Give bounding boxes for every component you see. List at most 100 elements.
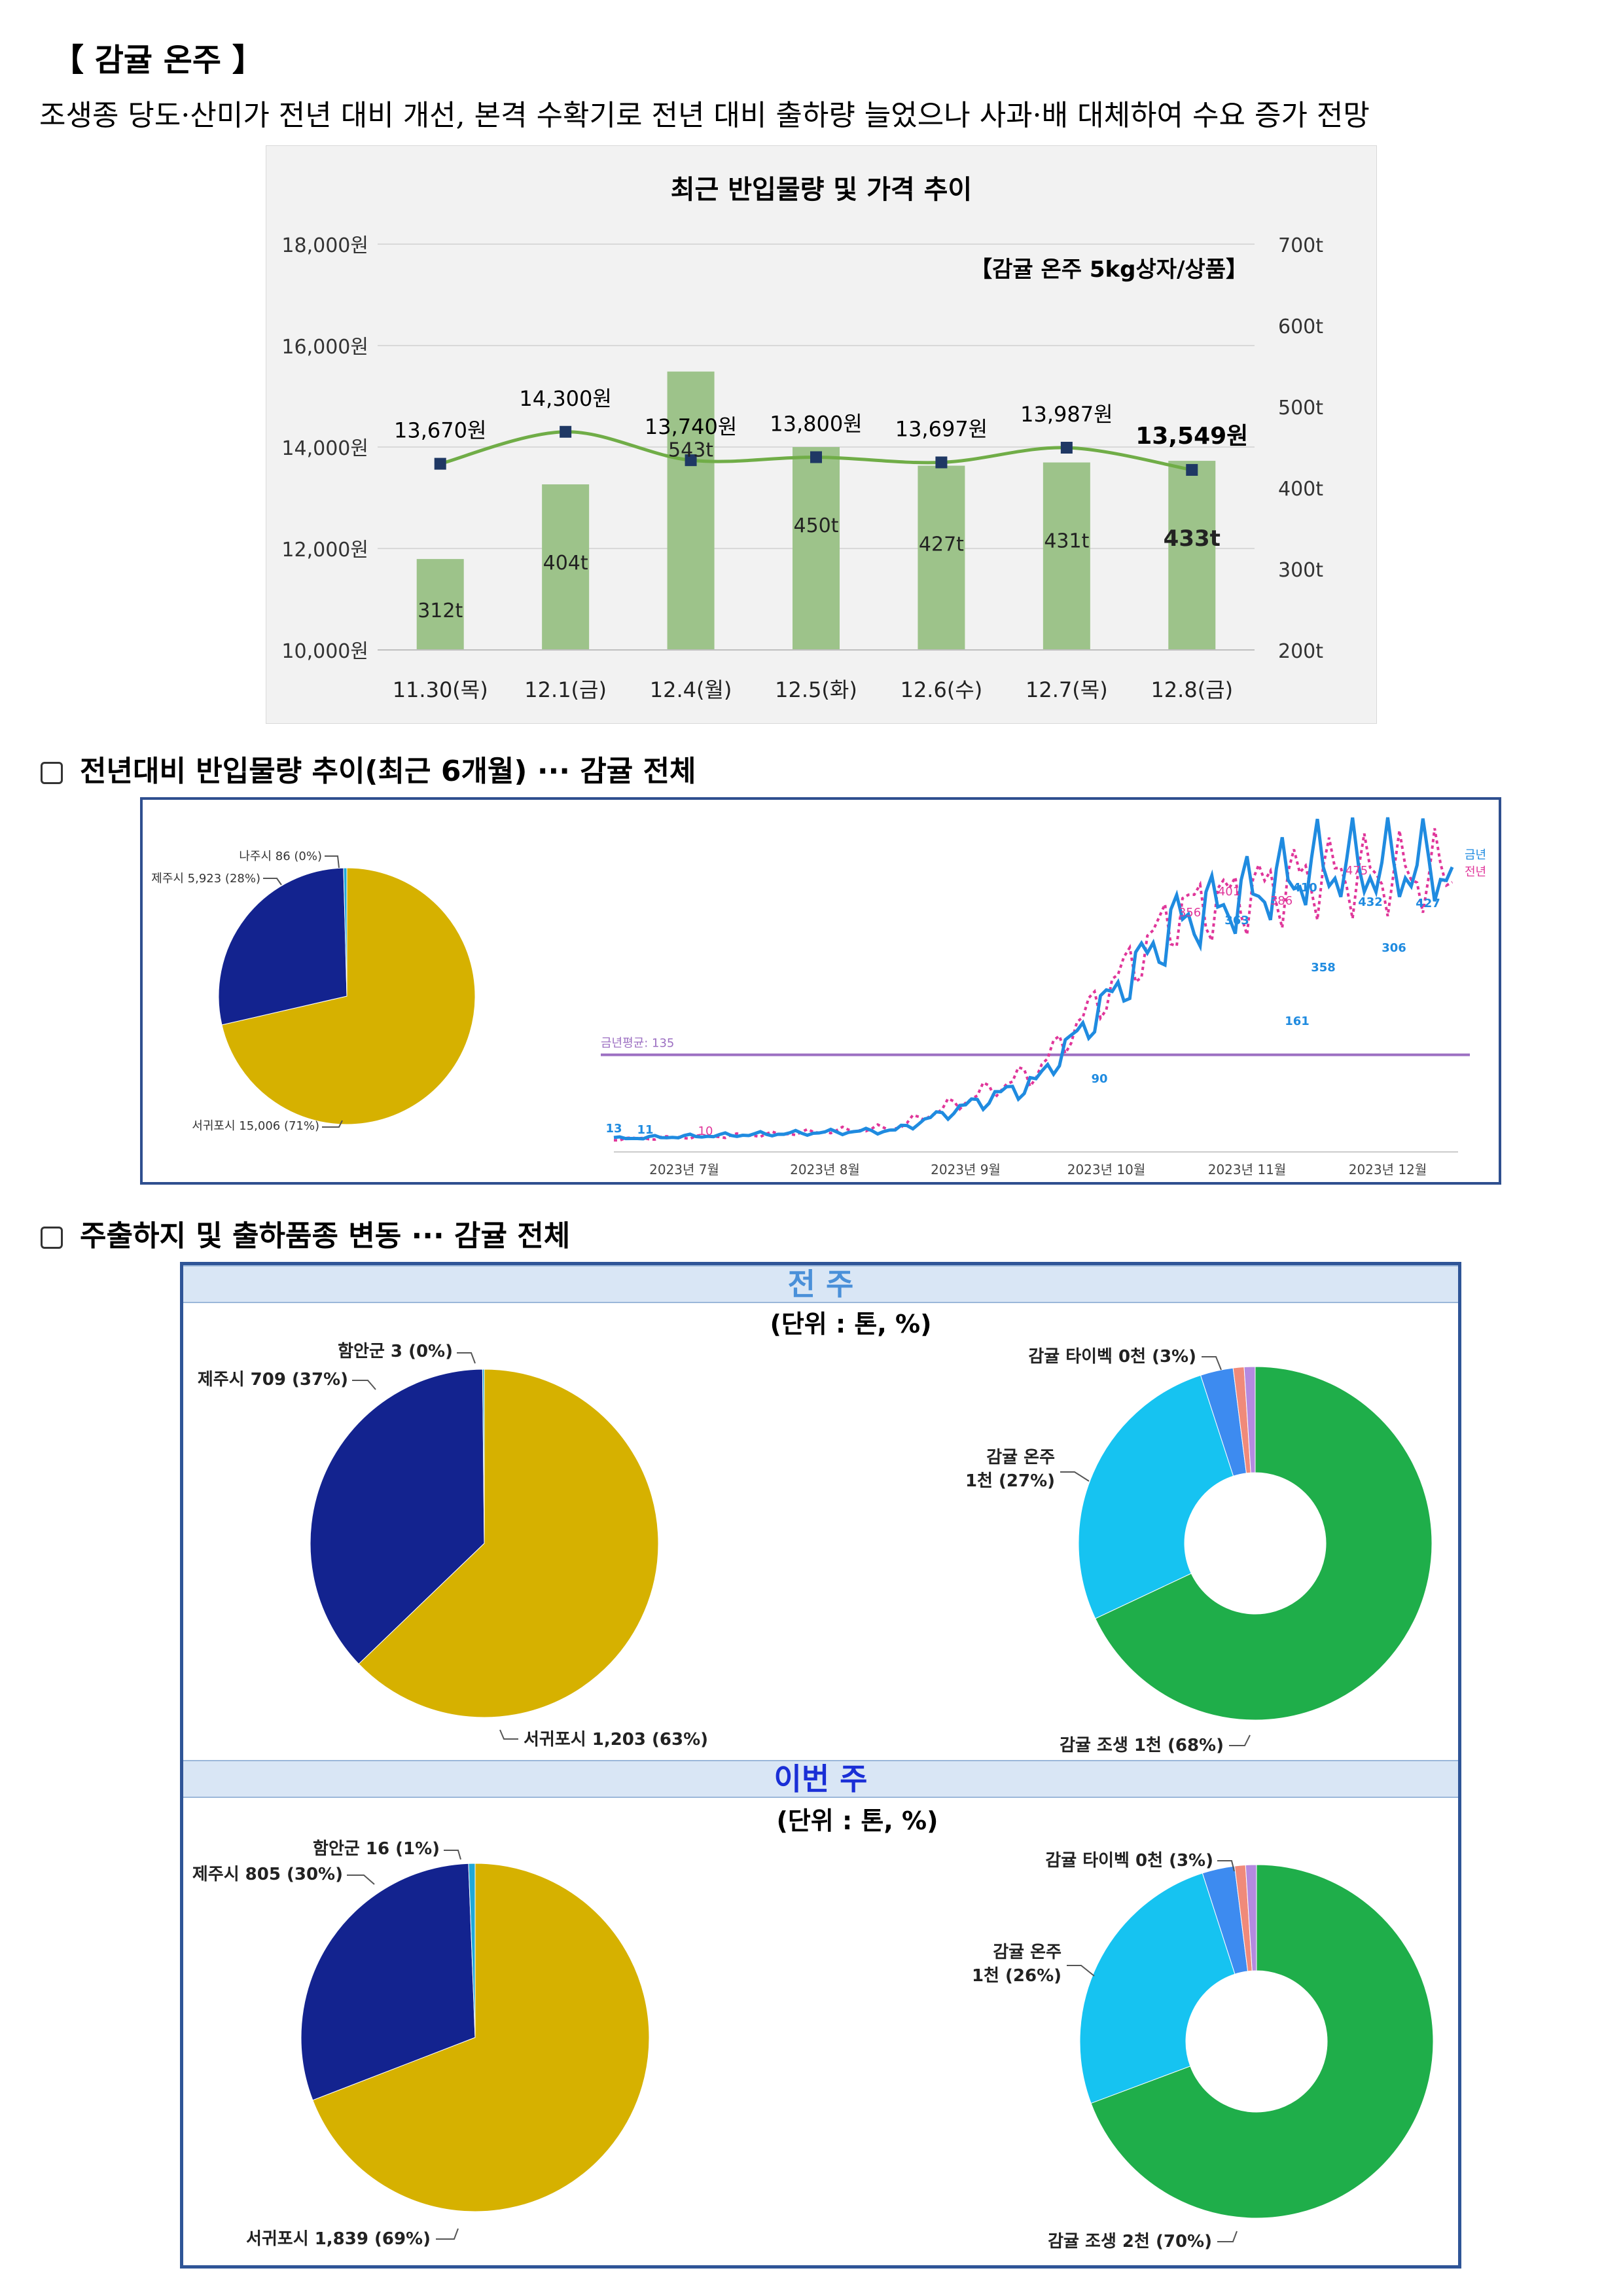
point-label: 410 xyxy=(1293,881,1317,895)
bar xyxy=(667,371,715,650)
pie-slice xyxy=(1090,1864,1434,2219)
y-right-tick-label: 700t xyxy=(1278,234,1323,257)
point-label: 306 xyxy=(1382,941,1406,955)
leader-line xyxy=(1060,1471,1090,1482)
leader-line xyxy=(347,1874,375,1885)
origin-heading-text: 주출하지 및 출하품종 변동 ··· 감귤 전체 xyxy=(80,1219,571,1253)
leader-line xyxy=(436,2228,459,2240)
x-tick-label: 12.4(월) xyxy=(650,677,732,702)
prev-week-band: 전 주 xyxy=(183,1265,1458,1303)
bar-label: 312t xyxy=(418,600,463,622)
unit-label: (단위 : 톤, %) xyxy=(776,1806,938,1835)
price-marker xyxy=(560,425,572,438)
donut-label: 1천 (27%) xyxy=(965,1471,1055,1491)
pie-slice xyxy=(343,867,348,997)
bar xyxy=(793,447,840,650)
price-marker xyxy=(935,456,948,469)
origin-heading: 주출하지 및 출하품종 변동 ··· 감귤 전체 xyxy=(41,1212,570,1254)
point-label: 13 xyxy=(605,1122,622,1136)
pie-slice xyxy=(1095,1366,1433,1721)
price-marker xyxy=(685,454,697,467)
x-tick-label: 2023년 8월 xyxy=(790,1162,860,1177)
trend-heading: 전년대비 반입물량 추이(최근 6개월) ··· 감귤 전체 xyxy=(41,747,696,789)
yearly-trend-svg: 서귀포시 15,006 (71%) 제주시 5,923 (28%) 나주시 86 (… xyxy=(151,817,1486,1177)
donut-label: 감귤 조생 1천 (68%) xyxy=(1060,1736,1224,1755)
leader-line xyxy=(263,878,282,886)
series-line-this-year xyxy=(613,817,1454,1141)
donut-label: 감귤 온주 xyxy=(986,1448,1055,1467)
price-label: 13,549원 xyxy=(1135,423,1248,450)
x-tick-label: 2023년 9월 xyxy=(931,1162,1001,1177)
y-left-tick-label: 16,000원 xyxy=(281,336,368,359)
point-label: 90 xyxy=(1091,1072,1107,1086)
price-label: 13,697원 xyxy=(895,416,988,441)
point-label: 358 xyxy=(1311,961,1336,975)
leader-line xyxy=(457,1352,476,1364)
pie-label: 서귀포시 1,839 (69%) xyxy=(246,2229,431,2249)
x-tick-label: 12.7(목) xyxy=(1026,677,1108,702)
checkbox-icon xyxy=(41,762,63,784)
bar xyxy=(918,465,965,650)
leader-line xyxy=(1217,2231,1238,2242)
y-left-tick-label: 12,000원 xyxy=(281,539,368,562)
page-subtitle: 조생종 당도·산미가 전년 대비 개선, 본격 수확기로 전년 대비 출하량 늘… xyxy=(39,99,1370,132)
origin-variety-panel: 전 주 이번 주 (단위 : 톤, %) (단위 : 톤, %) 서귀포시 1,20… xyxy=(180,1262,1461,2269)
origin-variety-svg: (단위 : 톤, %) (단위 : 톤, %) 서귀포시 1,203 (63%) 제주… xyxy=(192,1310,1434,2251)
x-tick-label: 12.5(화) xyxy=(775,677,857,702)
pie-slice xyxy=(310,1369,485,1664)
bar xyxy=(1168,461,1216,650)
pie-label: 서귀포시 15,006 (71%) xyxy=(192,1119,319,1133)
price-label: 13,740원 xyxy=(645,414,737,439)
unit-label: (단위 : 톤, %) xyxy=(770,1310,931,1338)
leader-line xyxy=(444,1850,461,1860)
y-left-tick-label: 14,000원 xyxy=(281,437,368,460)
y-left-tick-label: 10,000원 xyxy=(281,640,368,663)
point-label: 161 xyxy=(1285,1014,1310,1028)
price-label: 14,300원 xyxy=(519,386,611,411)
leader-line xyxy=(499,1729,518,1740)
donut-label: 감귤 타이벡 0천 (3%) xyxy=(1028,1347,1196,1367)
bar xyxy=(542,484,590,650)
leader-line xyxy=(325,855,340,869)
point-label: 432 xyxy=(1358,895,1383,909)
pie-slice xyxy=(468,1863,476,2038)
y-right-tick-label: 500t xyxy=(1278,397,1323,420)
series-line-last-year xyxy=(613,828,1454,1142)
x-tick-label: 2023년 12월 xyxy=(1349,1162,1427,1177)
pie-slice xyxy=(1078,1374,1234,1619)
trend-heading-text: 전년대비 반입물량 추이(최근 6개월) ··· 감귤 전체 xyxy=(80,755,696,788)
bar-label: 404t xyxy=(543,552,588,575)
price-marker xyxy=(1186,463,1198,476)
donut-label: 감귤 타이벡 0천 (3%) xyxy=(1045,1851,1213,1871)
pie-slice xyxy=(218,867,348,1026)
point-label: 427 xyxy=(1416,897,1440,910)
point-label: 401 xyxy=(1218,885,1240,899)
checkbox-icon xyxy=(41,1227,63,1249)
bar xyxy=(1043,462,1090,650)
leader-line xyxy=(322,1120,343,1128)
leader-line xyxy=(1229,1734,1251,1746)
point-label: 356 xyxy=(1179,906,1201,920)
price-label: 13,670원 xyxy=(394,418,486,443)
donut-label: 감귤 조생 2천 (70%) xyxy=(1048,2232,1212,2251)
yearly-trend-panel: 서귀포시 15,006 (71%) 제주시 5,923 (28%) 나주시 86 (… xyxy=(140,797,1501,1185)
legend-entry-last-year: 전년 xyxy=(1465,865,1486,879)
x-tick-label: 12.8(금) xyxy=(1150,677,1233,702)
this-week-band: 이번 주 xyxy=(183,1760,1458,1798)
average-label: 금년평균: 135 xyxy=(601,1037,674,1050)
chart-title: 최근 반입물량 및 가격 추이 xyxy=(671,175,972,205)
pie-slice xyxy=(312,1863,650,2212)
chart-annotation: 【감귤 온주 5kg상자/상품】 xyxy=(970,257,1248,283)
leader-line xyxy=(1217,1860,1235,1872)
x-tick-label: 12.6(수) xyxy=(901,677,983,702)
y-right-tick-label: 300t xyxy=(1278,559,1323,582)
pie-label: 제주시 805 (30%) xyxy=(192,1865,343,1884)
page-title: 【 감귤 온주 】 xyxy=(52,42,264,79)
pie-slice xyxy=(221,867,476,1125)
y-right-tick-label: 200t xyxy=(1278,640,1323,663)
volume-price-chart-svg: 최근 반입물량 및 가격 추이 10,000원 12,000원 14,000원 16,0… xyxy=(281,175,1323,702)
y-left-tick-label: 18,000원 xyxy=(281,234,368,257)
y-right-tick-label: 400t xyxy=(1278,478,1323,501)
bar-label: 427t xyxy=(919,533,964,556)
leader-line xyxy=(1202,1356,1222,1371)
